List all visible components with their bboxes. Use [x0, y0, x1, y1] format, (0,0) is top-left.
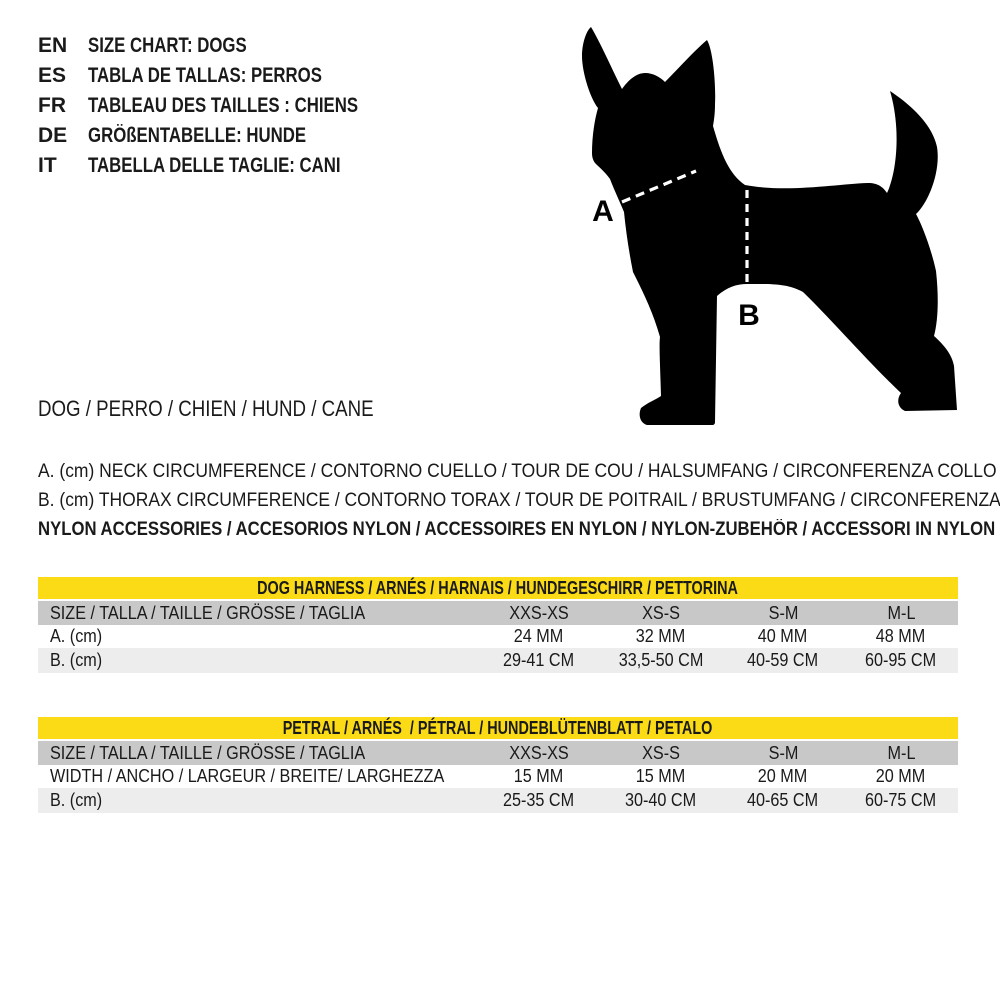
row-label-cell: B. (cm) — [50, 650, 103, 670]
table-title-text: PETRAL / ARNÉS / PÉTRAL / HUNDEBLÜTENBLA… — [283, 718, 713, 738]
language-row: FR TABLEAU DES TAILLES : CHIENS — [38, 91, 426, 121]
language-title: TABLEAU DES TAILLES : CHIENS — [88, 94, 359, 117]
petral-size-table: PETRAL / ARNÉS / PÉTRAL / HUNDEBLÜTENBLA… — [38, 717, 958, 813]
row-label-cell: WIDTH / ANCHO / LARGEUR / BREITE/ LARGHE… — [50, 766, 445, 786]
value-cell: 33,5-50 CM — [618, 650, 704, 670]
legend-line-nylon: NYLON ACCESSORIES / ACCESORIOS NYLON / A… — [38, 515, 1000, 544]
row-label-cell: B. (cm) — [50, 790, 103, 810]
language-title: GRÖßENTABELLE: HUNDE — [88, 124, 307, 147]
value-cell: 40-65 CM — [747, 790, 819, 810]
animal-caption: DOG / PERRO / CHIEN / HUND / CANE — [38, 396, 433, 422]
legend-line-a-text: A. (cm) NECK CIRCUMFERENCE / CONTORNO CU… — [38, 460, 997, 482]
value-cell: 25-35 CM — [503, 790, 575, 810]
language-row: DE GRÖßENTABELLE: HUNDE — [38, 121, 426, 151]
size-cell: XS-S — [642, 742, 680, 763]
value-cell: 40 MM — [758, 626, 808, 646]
size-cell: S-M — [768, 742, 798, 763]
value-cell: 15 MM — [636, 766, 686, 786]
value-cell: 15 MM — [514, 766, 564, 786]
value-cell: 20 MM — [876, 766, 926, 786]
language-code: DE — [38, 124, 68, 147]
table-title-bar: PETRAL / ARNÉS / PÉTRAL / HUNDEBLÜTENBLA… — [38, 717, 958, 739]
language-code: FR — [38, 94, 66, 117]
size-header-label: SIZE / TALLA / TAILLE / GRÖSSE / TAGLIA — [50, 742, 366, 763]
measure-label-b: B — [738, 299, 760, 332]
language-code: IT — [38, 154, 57, 177]
size-table: SIZE / TALLA / TAILLE / GRÖSSE / TAGLIA … — [38, 741, 958, 813]
value-cell: 40-59 CM — [747, 650, 819, 670]
value-cell: 60-75 CM — [865, 790, 937, 810]
measure-label-a: A — [592, 195, 614, 228]
harness-size-table: DOG HARNESS / ARNÉS / HARNAIS / HUNDEGES… — [38, 577, 958, 673]
language-row: EN SIZE CHART: DOGS — [38, 31, 426, 61]
size-header-label-cell: SIZE / TALLA / TAILLE / GRÖSSE / TAGLIA — [38, 741, 478, 765]
size-header-label: SIZE / TALLA / TAILLE / GRÖSSE / TAGLIA — [50, 602, 366, 623]
language-title: TABLA DE TALLAS: PERROS — [88, 64, 322, 87]
size-table: SIZE / TALLA / TAILLE / GRÖSSE / TAGLIA … — [38, 601, 958, 673]
value-cell: 24 MM — [514, 626, 564, 646]
language-title-list: EN SIZE CHART: DOGS ES TABLA DE TALLAS: … — [38, 31, 426, 181]
value-cell: 29-41 CM — [503, 650, 575, 670]
animal-caption-text: DOG / PERRO / CHIEN / HUND / CANE — [38, 396, 374, 421]
table-row: B. (cm) 25-35 CM 30-40 CM 40-65 CM 60-75… — [38, 788, 958, 813]
language-row: IT TABELLA DELLE TAGLIE: CANI — [38, 151, 426, 181]
legend-line-b-text: B. (cm) THORAX CIRCUMFERENCE / CONTORNO … — [38, 489, 1000, 511]
size-header-row: SIZE / TALLA / TAILLE / GRÖSSE / TAGLIA … — [38, 601, 958, 625]
size-cell: M-L — [887, 602, 915, 623]
legend-line-b: B. (cm) THORAX CIRCUMFERENCE / CONTORNO … — [38, 486, 1000, 515]
value-cell: 30-40 CM — [625, 790, 697, 810]
value-cell: 48 MM — [876, 626, 926, 646]
value-cell: 60-95 CM — [865, 650, 937, 670]
table-row: A. (cm) 24 MM 32 MM 40 MM 48 MM — [38, 625, 958, 648]
table-title-text: DOG HARNESS / ARNÉS / HARNAIS / HUNDEGES… — [257, 578, 739, 598]
language-code: EN — [38, 34, 68, 57]
size-cell: XXS-XS — [509, 602, 569, 623]
table-row: WIDTH / ANCHO / LARGEUR / BREITE/ LARGHE… — [38, 765, 958, 788]
table-title-bar: DOG HARNESS / ARNÉS / HARNAIS / HUNDEGES… — [38, 577, 958, 599]
value-cell: 20 MM — [758, 766, 808, 786]
size-cell: XS-S — [642, 602, 680, 623]
legend-line-nylon-text: NYLON ACCESSORIES / ACCESORIOS NYLON / A… — [38, 518, 996, 540]
language-code: ES — [38, 64, 67, 87]
row-label-cell: A. (cm) — [50, 626, 103, 646]
size-cell: XXS-XS — [509, 742, 569, 763]
measurement-legend: A. (cm) NECK CIRCUMFERENCE / CONTORNO CU… — [38, 457, 1000, 544]
language-row: ES TABLA DE TALLAS: PERROS — [38, 61, 426, 91]
dog-silhouette — [582, 27, 957, 425]
table-row: B. (cm) 29-41 CM 33,5-50 CM 40-59 CM 60-… — [38, 648, 958, 673]
dog-measurement-diagram: A B — [565, 12, 985, 432]
size-header-row: SIZE / TALLA / TAILLE / GRÖSSE / TAGLIA … — [38, 741, 958, 765]
language-title: TABELLA DELLE TAGLIE: CANI — [88, 154, 341, 177]
neck-measure-dashed-line-a — [621, 169, 697, 204]
size-cell: M-L — [887, 742, 915, 763]
size-header-label-cell: SIZE / TALLA / TAILLE / GRÖSSE / TAGLIA — [38, 601, 478, 625]
value-cell: 32 MM — [636, 626, 686, 646]
size-cell: S-M — [768, 602, 798, 623]
language-title: SIZE CHART: DOGS — [88, 34, 247, 57]
legend-line-a: A. (cm) NECK CIRCUMFERENCE / CONTORNO CU… — [38, 457, 1000, 486]
dog-silhouette-svg: A B — [582, 27, 957, 425]
